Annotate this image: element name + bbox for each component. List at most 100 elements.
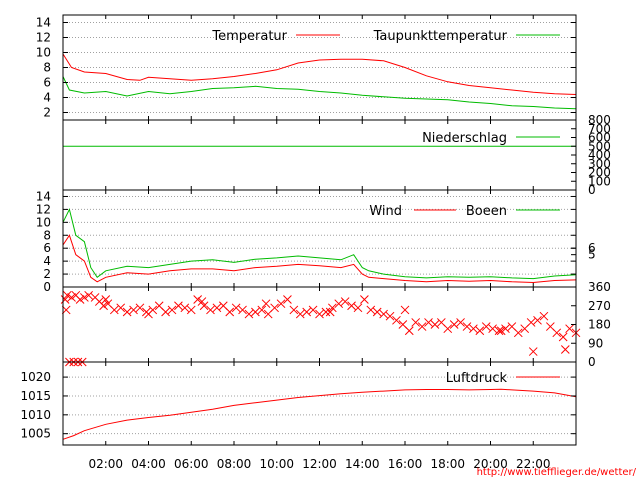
panel-frame (62, 286, 577, 363)
wind-direction-point (321, 307, 331, 317)
wind-direction-point (424, 318, 433, 327)
y-tick-label: 4 (43, 254, 51, 268)
wind-direction-point (167, 305, 177, 315)
wind-direction-point (347, 301, 356, 311)
wind-direction-point (308, 305, 318, 315)
y-tick-label: 1020 (20, 370, 51, 384)
wind-direction-point (385, 311, 395, 321)
wind-direction-point (276, 299, 286, 309)
wind-direction-point (135, 303, 145, 313)
wind-direction-point (372, 307, 382, 317)
wind-direction-point (225, 307, 235, 317)
wind-direction-point (261, 299, 271, 309)
y-right-tick-label: 600 (588, 131, 611, 145)
y-tick-label: 2 (43, 267, 51, 281)
legend-label: Boeen (466, 204, 507, 219)
wind-direction-point (186, 305, 196, 315)
wind-direction-point (379, 309, 388, 319)
x-tick-label: 16:00 (388, 457, 423, 471)
wind-direction-point (513, 328, 523, 338)
legend-label: Temperatur (211, 29, 287, 44)
y-right-tick-label: 270 (588, 299, 611, 313)
x-tick-label: 04:00 (131, 457, 166, 471)
y-tick-label: 10 (36, 46, 51, 60)
wind-line (62, 234, 577, 284)
wind-direction-point (417, 322, 427, 331)
y-tick-label: 1010 (20, 408, 51, 422)
y-right-tick-label: 90 (588, 336, 603, 350)
wind-direction-point (496, 326, 506, 336)
legend-label: Wind (369, 204, 402, 219)
x-tick-label: 20:00 (473, 457, 508, 471)
temperatur-line (62, 53, 577, 95)
wind-direction-point (244, 309, 254, 319)
wind-direction-point (488, 324, 497, 334)
wind-direction-point (238, 305, 247, 315)
y-right-tick-label: 5 (588, 248, 596, 262)
wind-direction-point (528, 347, 538, 356)
wind-direction-point (231, 303, 241, 313)
y-tick-label: 8 (43, 61, 51, 75)
y-right-tick-label: 700 (588, 122, 611, 136)
wind-direction-point (494, 326, 504, 336)
y-right-tick-label: 360 (588, 280, 611, 294)
wind-direction-point (315, 309, 324, 319)
x-tick-label: 12:00 (302, 457, 337, 471)
x-tick-label: 18:00 (430, 457, 465, 471)
y-right-tick-label: 0 (588, 355, 596, 369)
wind-direction-point (501, 324, 510, 334)
luftdruck-line (62, 388, 577, 440)
wind-direction-point (199, 301, 209, 311)
boeen-line (62, 207, 577, 280)
wind-direction-point (174, 301, 183, 311)
y-right-tick-label: 300 (588, 157, 611, 171)
wind-direction-point (443, 324, 453, 334)
panel-frame (62, 361, 577, 446)
wind-direction-point (552, 328, 562, 338)
legend-label: Niederschlag (422, 131, 507, 146)
wind-direction-point (67, 293, 76, 302)
legend-label: Luftdruck (446, 371, 508, 386)
data-layer (60, 53, 581, 440)
wind-direction-point (360, 295, 369, 304)
wind-direction-point (289, 305, 299, 315)
x-tick-label: 08:00 (217, 457, 252, 471)
wind-direction-point (353, 303, 363, 313)
wind-direction-point (302, 307, 312, 317)
y-right-tick-label: 6 (588, 241, 596, 255)
y-tick-label: 14 (36, 189, 51, 203)
x-tick-label: 02:00 (88, 457, 123, 471)
y-right-tick-label: 500 (588, 139, 611, 153)
y-tick-label: 1005 (20, 427, 51, 441)
y-tick-label: 10 (36, 215, 51, 229)
wind-direction-point (560, 345, 570, 354)
wind-direction-point (212, 303, 222, 313)
wind-direction-point (539, 311, 549, 321)
wind-direction-point (411, 318, 421, 327)
y-tick-label: 6 (43, 241, 51, 255)
wind-direction-point (257, 305, 267, 315)
wind-direction-point (295, 309, 305, 319)
wind-direction-point (327, 303, 337, 313)
taupunkttemperatur-line (62, 76, 577, 110)
wind-direction-point (197, 297, 207, 306)
y-tick-label: 6 (43, 76, 51, 90)
wind-direction-point (60, 295, 70, 304)
wind-direction-point (80, 293, 89, 302)
wind-direction-point (84, 290, 94, 300)
y-right-tick-label: 0 (588, 183, 596, 197)
wind-direction-point (334, 299, 344, 309)
wind-direction-point (144, 309, 153, 319)
x-tick-label: 06:00 (174, 457, 209, 471)
wind-direction-point (180, 303, 190, 313)
wind-direction-point (161, 307, 170, 317)
y-tick-label: 14 (36, 16, 51, 30)
legend-label: Taupunkttemperatur (373, 29, 508, 44)
y-tick-label: 12 (36, 31, 51, 45)
wind-direction-point (99, 301, 108, 311)
y-right-tick-label: 100 (588, 174, 611, 188)
x-tick-label: 14:00 (345, 457, 380, 471)
y-tick-label: 4 (43, 91, 51, 105)
wind-direction-point (449, 320, 459, 329)
